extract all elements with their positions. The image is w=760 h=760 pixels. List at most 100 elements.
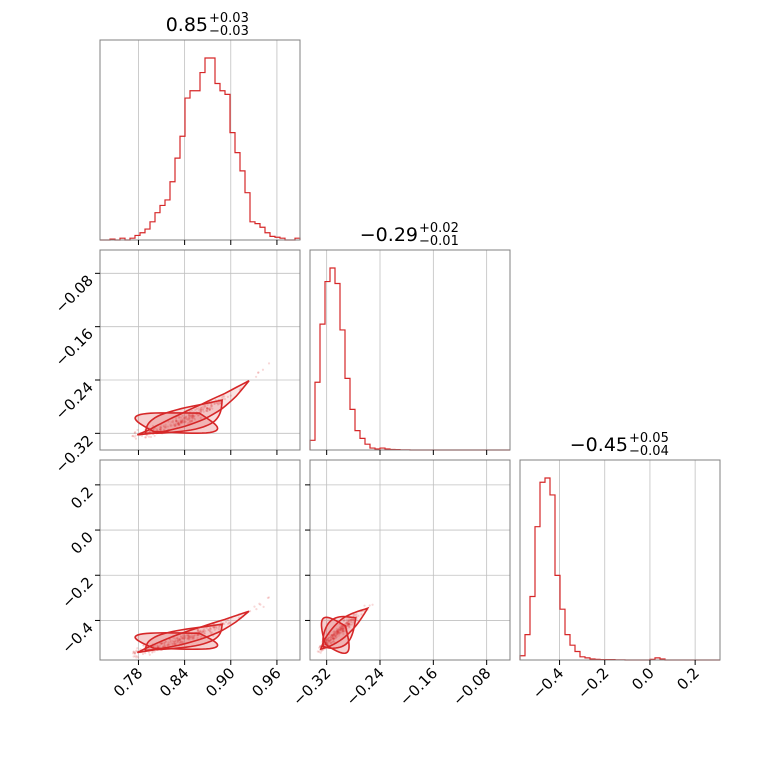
sample-point xyxy=(349,623,352,626)
sample-point xyxy=(135,654,138,658)
sample-point xyxy=(133,652,136,655)
title-plus-error: +0.03 xyxy=(209,11,249,26)
sample-point xyxy=(338,631,341,635)
sample-point xyxy=(181,636,184,640)
sample-point xyxy=(167,641,170,644)
sample-point xyxy=(174,639,177,642)
sample-point xyxy=(336,630,340,633)
sample-point xyxy=(203,406,206,409)
histogram-panel-0 xyxy=(99,39,301,245)
sample-point xyxy=(262,605,265,608)
sample-point xyxy=(329,639,332,642)
sample-point xyxy=(158,644,161,647)
sample-point xyxy=(182,637,185,640)
scatter-panel-0-2: 0.78 0.84 0.90 0.96 −0.4 −0.2 0.0 0.2 xyxy=(58,459,301,700)
sample-point xyxy=(332,639,335,643)
sample-point xyxy=(180,416,183,419)
sample-point xyxy=(166,425,170,428)
sample-point xyxy=(162,424,165,427)
sample-point xyxy=(193,633,197,637)
sample-point xyxy=(172,640,176,643)
sample-point xyxy=(340,625,343,628)
sample-point xyxy=(326,638,329,642)
sample-point xyxy=(190,409,193,412)
sample-point xyxy=(371,603,374,606)
sample-point xyxy=(350,623,353,626)
histogram-bin xyxy=(320,324,325,450)
sample-point xyxy=(318,646,321,649)
sample-point xyxy=(340,626,343,630)
histogram-bin xyxy=(560,609,565,660)
sample-point xyxy=(335,630,339,633)
sample-point xyxy=(192,636,195,639)
sample-point xyxy=(331,634,334,638)
sample-point xyxy=(345,622,348,625)
sample-point xyxy=(182,637,186,640)
sample-point xyxy=(181,635,185,638)
histogram-bin xyxy=(525,635,530,660)
sample-point xyxy=(181,418,184,421)
sample-point xyxy=(186,636,189,640)
sample-point xyxy=(213,626,216,629)
sample-point xyxy=(335,633,339,636)
sample-point xyxy=(163,428,166,431)
sample-point xyxy=(171,642,174,645)
histogram-bin xyxy=(175,158,180,240)
sample-point xyxy=(133,431,137,434)
sample-point xyxy=(209,627,212,630)
sample-point xyxy=(335,632,339,635)
histogram-frame-2 xyxy=(519,459,721,661)
sample-point xyxy=(202,408,205,411)
sample-point xyxy=(336,632,339,635)
sample-point xyxy=(346,620,350,623)
sample-point xyxy=(169,641,172,644)
sample-point xyxy=(334,631,337,634)
sample-point xyxy=(135,649,138,652)
sample-point xyxy=(136,647,139,650)
sample-point xyxy=(208,407,211,411)
histogram-bin xyxy=(190,91,195,240)
sample-point xyxy=(181,636,184,640)
sample-point xyxy=(210,631,214,634)
sample-point xyxy=(331,636,334,639)
sample-point xyxy=(333,632,336,635)
sample-point xyxy=(332,637,335,640)
sample-point xyxy=(334,635,337,638)
sample-point xyxy=(181,637,184,640)
param-title-2: −0.45 +0.05−0.04 xyxy=(570,431,669,459)
sample-point xyxy=(350,618,353,621)
sample-point xyxy=(331,633,335,636)
sample-point xyxy=(334,636,338,640)
sample-point xyxy=(209,404,213,407)
sample-point xyxy=(176,422,180,426)
sample-point xyxy=(196,636,199,640)
sample-point xyxy=(317,650,321,653)
sample-point xyxy=(164,426,167,429)
sample-point xyxy=(330,642,333,645)
sample-point xyxy=(197,407,200,410)
sample-point xyxy=(186,418,190,421)
sample-point xyxy=(341,627,344,630)
sample-point xyxy=(346,622,349,625)
sample-point xyxy=(335,633,338,637)
sample-point xyxy=(159,642,162,645)
histogram-bin xyxy=(310,440,315,450)
grid-lines xyxy=(138,40,278,240)
sample-point xyxy=(340,629,343,632)
sample-point xyxy=(350,620,353,624)
sample-point xyxy=(354,614,357,617)
sample-point xyxy=(346,621,349,624)
sample-point xyxy=(348,625,351,629)
sample-point xyxy=(190,415,193,419)
histogram-bin xyxy=(240,171,245,240)
sample-point xyxy=(349,618,353,621)
sample-point xyxy=(161,645,165,648)
sample-point xyxy=(178,416,181,420)
sample-point xyxy=(228,622,231,625)
sample-point xyxy=(177,639,180,642)
sample-point xyxy=(176,421,180,425)
sample-point xyxy=(135,656,138,659)
sample-point xyxy=(205,408,208,411)
sample-point xyxy=(334,634,337,637)
sample-point xyxy=(208,407,211,410)
